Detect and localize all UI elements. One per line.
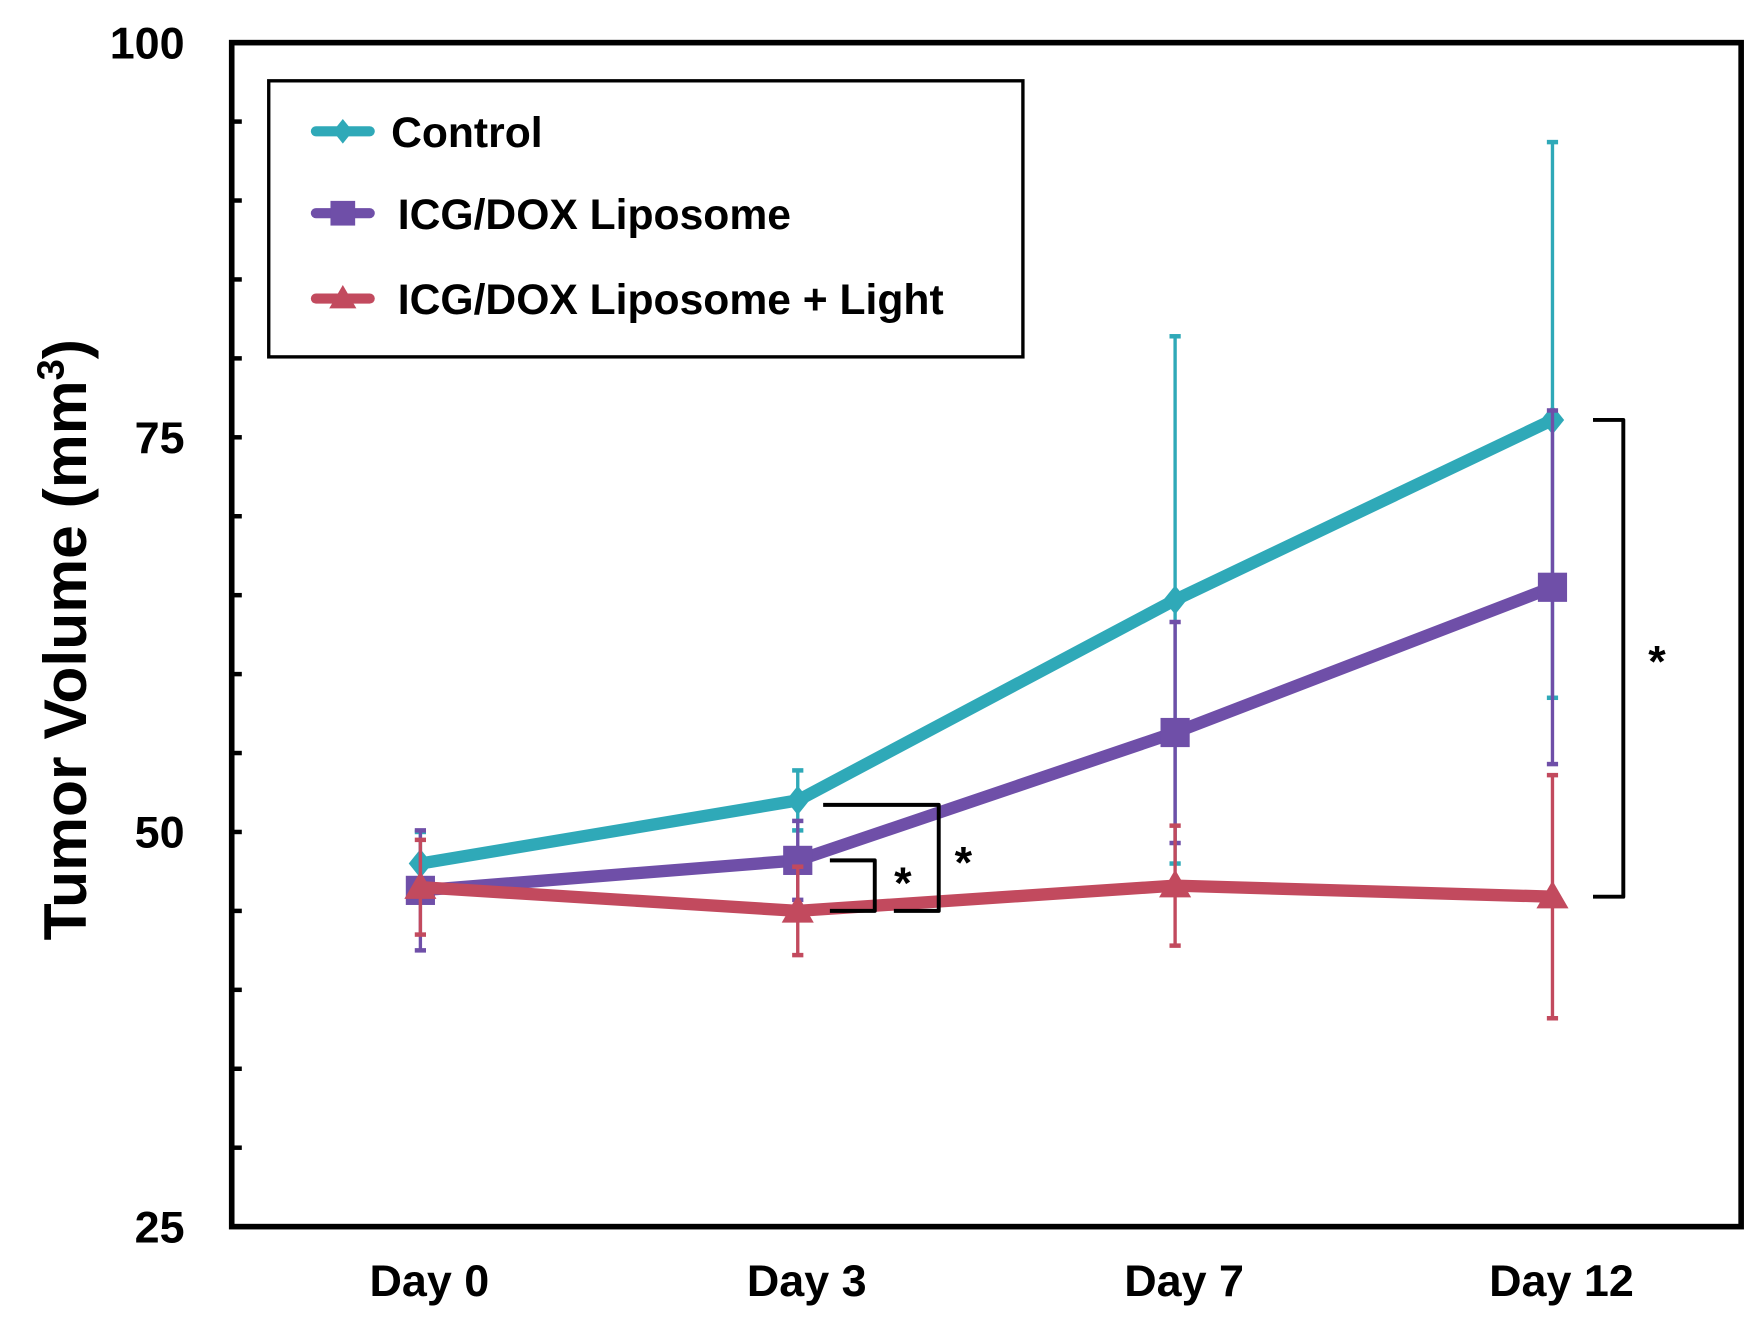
significance-star: * <box>955 837 973 888</box>
significance-star: * <box>894 857 912 908</box>
y-tick-label: 100 <box>110 17 185 68</box>
data-point <box>786 785 810 815</box>
legend-label: ICG/DOX Liposome <box>398 191 791 239</box>
significance-bracket <box>1593 417 1626 899</box>
significance-bracket <box>829 858 877 913</box>
legend-marker <box>329 284 357 309</box>
data-point <box>404 871 437 899</box>
significance-bracket <box>823 802 941 913</box>
data-point <box>781 894 814 923</box>
legend-box <box>267 79 1025 359</box>
x-tick-label: Day 12 <box>1489 1255 1634 1306</box>
legend-label: Control <box>391 109 543 157</box>
series-line <box>419 581 1555 897</box>
plot-frame <box>228 39 1744 1230</box>
series-line <box>419 414 1556 870</box>
x-tick-label: Day 7 <box>1124 1255 1244 1306</box>
series-line <box>420 879 1553 918</box>
series-2 <box>404 772 1569 1021</box>
significance-star: * <box>1648 636 1666 687</box>
data-point <box>1159 869 1192 898</box>
legend: Control ICG/DOX Liposome ICG/DOX Liposome … <box>267 79 1025 359</box>
y-tick-label: 75 <box>135 412 185 463</box>
data-point <box>1160 717 1190 748</box>
legend-marker <box>330 200 356 226</box>
y-tick-label: 50 <box>135 807 185 858</box>
x-tick-label: Day 3 <box>747 1255 867 1306</box>
data-point <box>1536 880 1569 909</box>
legend-label: ICG/DOX Liposome + Light <box>398 276 944 324</box>
data-point <box>1537 572 1568 602</box>
y-axis-label: Tumor Volume (mm3) <box>29 339 98 940</box>
x-tick-label: Day 0 <box>369 1255 489 1306</box>
y-tick-label: 25 <box>135 1201 185 1252</box>
